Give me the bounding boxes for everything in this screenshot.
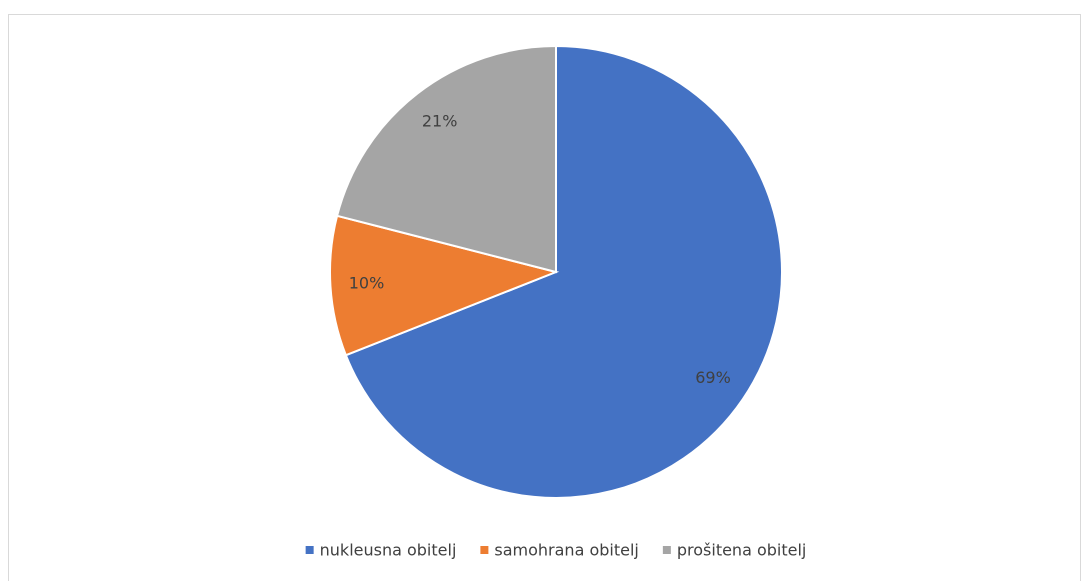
pie-slice — [344, 44, 783, 499]
legend-swatch — [662, 546, 671, 554]
legend-label: prošitena obitelj — [677, 541, 807, 560]
legend-swatch — [305, 546, 314, 554]
pie-slice — [329, 214, 560, 357]
legend-label: nukleusna obitelj — [320, 541, 457, 560]
data-label: 21% — [422, 111, 458, 130]
data-label: 69% — [695, 368, 731, 387]
legend-label: samohrana obitelj — [494, 541, 638, 560]
pie-slice — [335, 44, 557, 274]
data-label: 10% — [349, 273, 385, 292]
legend-swatch — [480, 546, 489, 554]
